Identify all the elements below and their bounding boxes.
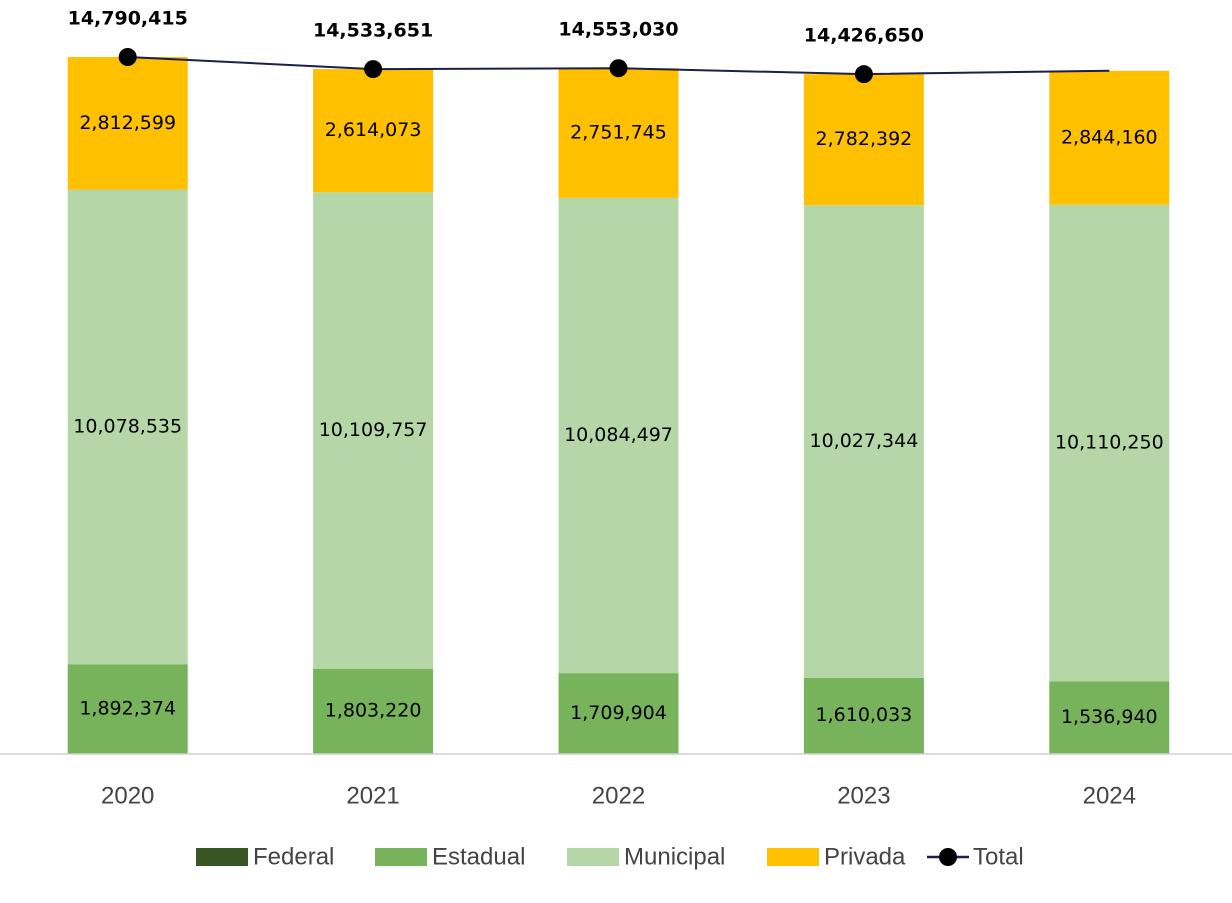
x-tick-label: 2020 bbox=[101, 782, 154, 809]
bar-segment bbox=[1049, 70, 1170, 205]
total-label: 14,426,650 bbox=[804, 25, 924, 47]
bar-segment bbox=[803, 205, 924, 678]
bar-segment bbox=[313, 192, 434, 669]
total-marker bbox=[854, 65, 873, 84]
data-label: 1,610,033 bbox=[816, 704, 913, 726]
data-label: 1,892,374 bbox=[79, 698, 176, 720]
legend-swatch bbox=[196, 848, 248, 866]
bar-segment bbox=[558, 197, 679, 674]
bar-segment bbox=[1049, 681, 1170, 754]
total-marker bbox=[609, 59, 628, 78]
x-tick-label: 2024 bbox=[1083, 782, 1136, 809]
legend-label: Privada bbox=[824, 843, 906, 870]
data-label: 2,614,073 bbox=[325, 119, 422, 141]
total-label: 14,553,030 bbox=[558, 19, 678, 41]
x-tick-label: 2022 bbox=[592, 782, 645, 809]
legend-swatch bbox=[567, 848, 619, 866]
legend-label: Total bbox=[973, 843, 1024, 870]
data-label: 10,110,250 bbox=[1055, 432, 1164, 454]
bar-segment bbox=[313, 69, 434, 193]
legend-marker bbox=[939, 848, 957, 866]
data-label: 2,812,599 bbox=[79, 112, 176, 134]
legend-label: Estadual bbox=[432, 843, 525, 870]
data-label: 2,844,160 bbox=[1061, 126, 1158, 148]
data-label: 10,078,535 bbox=[73, 416, 182, 438]
bar-segment bbox=[67, 189, 188, 665]
x-tick-label: 2021 bbox=[346, 782, 399, 809]
bar-segment bbox=[67, 664, 188, 754]
total-marker bbox=[118, 48, 137, 67]
legend-swatch bbox=[767, 848, 819, 866]
bar-segment bbox=[558, 68, 679, 198]
data-label: 10,084,497 bbox=[564, 424, 673, 446]
data-label: 1,803,220 bbox=[325, 700, 422, 722]
total-label: 14,533,651 bbox=[313, 20, 433, 42]
legend-swatch bbox=[375, 848, 427, 866]
bar-segment bbox=[1049, 204, 1170, 682]
legend-label: Federal bbox=[253, 843, 334, 870]
x-tick-label: 2023 bbox=[837, 782, 890, 809]
data-label: 1,709,904 bbox=[570, 702, 667, 724]
bar-segment bbox=[803, 74, 924, 206]
bar-segment bbox=[803, 677, 924, 754]
legend-label: Municipal bbox=[624, 843, 725, 870]
bar-segment bbox=[67, 57, 188, 190]
data-label: 2,782,392 bbox=[816, 128, 913, 150]
data-label: 1,536,940 bbox=[1061, 706, 1158, 728]
data-label: 10,109,757 bbox=[319, 419, 428, 441]
bar-segment bbox=[558, 673, 679, 754]
total-label: 14,790,415 bbox=[68, 8, 188, 30]
total-marker bbox=[364, 60, 383, 79]
data-label: 2,751,745 bbox=[570, 122, 667, 144]
bar-segment bbox=[313, 668, 434, 754]
data-label: 10,027,344 bbox=[810, 430, 919, 452]
